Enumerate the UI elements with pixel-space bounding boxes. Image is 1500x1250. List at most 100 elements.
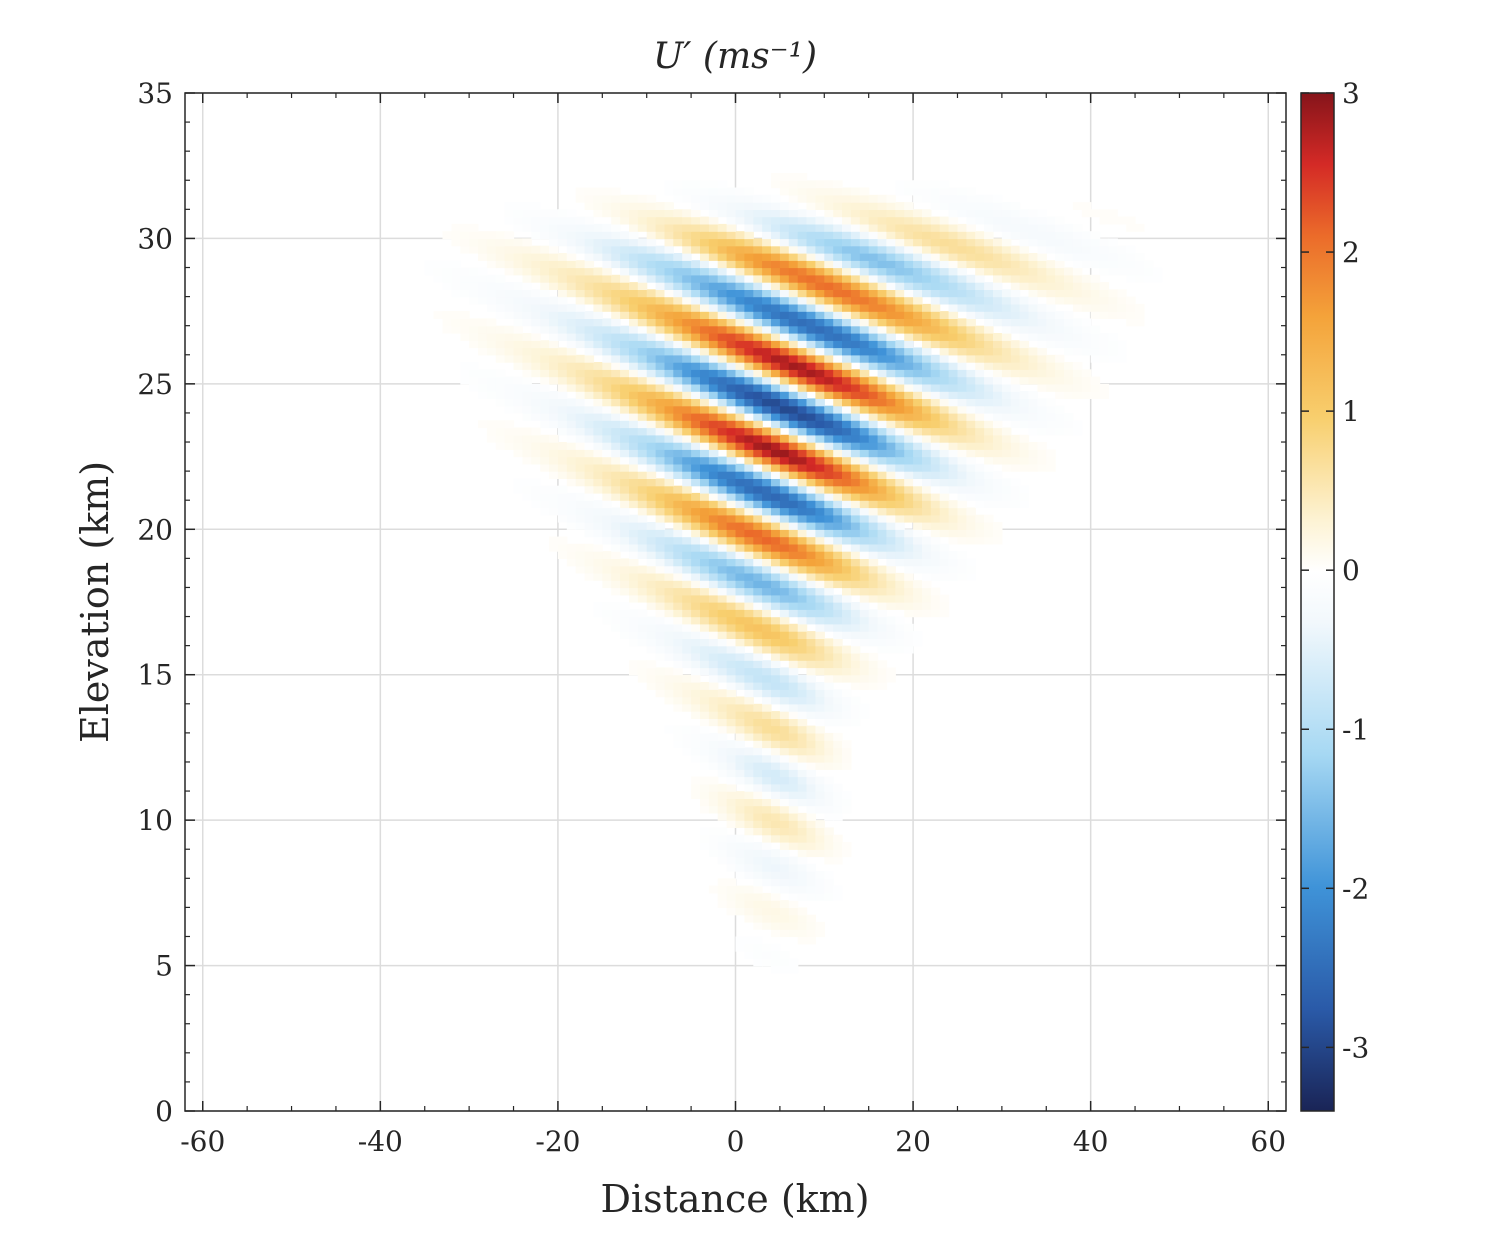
field-cell bbox=[824, 791, 834, 799]
field-cell bbox=[744, 485, 754, 494]
field-cell bbox=[566, 303, 577, 312]
field-cell bbox=[655, 325, 666, 334]
field-cell bbox=[682, 631, 692, 639]
field-cell bbox=[833, 478, 843, 487]
field-cell bbox=[842, 485, 852, 494]
field-cell bbox=[495, 311, 506, 319]
field-cell bbox=[664, 318, 674, 327]
field-cell bbox=[673, 412, 683, 421]
field-cell bbox=[797, 827, 808, 836]
field-cell bbox=[726, 820, 737, 828]
field-cell bbox=[717, 703, 728, 712]
field-cell bbox=[1126, 245, 1136, 254]
field-cell bbox=[922, 274, 932, 283]
field-cell bbox=[833, 602, 843, 610]
field-cell bbox=[744, 769, 754, 778]
field-cell bbox=[682, 274, 692, 283]
field-cell bbox=[877, 427, 888, 436]
field-cell bbox=[984, 231, 994, 240]
field-cell bbox=[1019, 333, 1030, 341]
field-cell bbox=[495, 340, 506, 349]
field-cell bbox=[744, 936, 754, 945]
field-cell bbox=[984, 318, 994, 327]
field-cell bbox=[584, 362, 595, 370]
field-cell bbox=[904, 543, 914, 552]
field-cell bbox=[460, 369, 470, 378]
field-cell bbox=[1010, 478, 1021, 487]
field-cell bbox=[797, 318, 808, 327]
field-cell bbox=[842, 383, 852, 392]
field-cell bbox=[726, 798, 737, 807]
field-cell bbox=[779, 776, 790, 785]
field-cell bbox=[797, 849, 808, 858]
field-cell bbox=[478, 391, 488, 399]
field-cell bbox=[735, 427, 745, 436]
field-cell bbox=[460, 318, 470, 327]
field-cell bbox=[833, 471, 843, 479]
field-cell bbox=[629, 478, 639, 487]
field-cell bbox=[655, 558, 666, 567]
field-cell bbox=[993, 529, 1003, 538]
field-cell bbox=[948, 536, 959, 545]
field-cell bbox=[655, 383, 666, 392]
field-cell bbox=[877, 434, 888, 443]
field-cell bbox=[1064, 333, 1074, 341]
field-cell bbox=[877, 194, 888, 203]
field-cell bbox=[939, 398, 950, 407]
field-cell bbox=[788, 863, 799, 872]
field-cell bbox=[797, 296, 808, 305]
field-cell bbox=[975, 340, 985, 349]
field-cell bbox=[1019, 442, 1030, 450]
field-cell bbox=[655, 572, 666, 581]
field-cell bbox=[806, 514, 816, 523]
field-cell bbox=[708, 609, 719, 618]
field-cell bbox=[779, 187, 790, 196]
field-cell bbox=[522, 398, 532, 407]
field-cell bbox=[948, 282, 959, 290]
field-cell bbox=[744, 478, 754, 487]
field-cell bbox=[842, 587, 852, 596]
field-cell bbox=[788, 333, 799, 341]
field-cell bbox=[1001, 340, 1012, 349]
field-cell bbox=[717, 798, 728, 807]
field-cell bbox=[664, 725, 674, 734]
field-cell bbox=[824, 223, 834, 232]
field-cell bbox=[779, 391, 790, 399]
field-cell bbox=[611, 325, 621, 334]
field-cell bbox=[1010, 267, 1021, 276]
field-cell bbox=[762, 907, 772, 916]
field-cell bbox=[655, 289, 666, 298]
field-cell bbox=[1010, 449, 1021, 458]
field-cell bbox=[1019, 245, 1030, 254]
field-cell bbox=[726, 463, 737, 472]
field-cell bbox=[939, 180, 950, 189]
field-cell bbox=[753, 434, 763, 443]
field-cell bbox=[691, 623, 701, 632]
field-cell bbox=[966, 223, 976, 232]
field-cell bbox=[753, 471, 763, 479]
field-cell bbox=[788, 798, 799, 807]
field-cell bbox=[664, 354, 674, 363]
field-cell bbox=[850, 478, 861, 487]
field-cell bbox=[779, 442, 790, 450]
field-cell bbox=[779, 652, 790, 661]
field-cell bbox=[868, 587, 879, 596]
field-cell bbox=[726, 427, 737, 436]
field-cell bbox=[779, 587, 790, 596]
field-cell bbox=[735, 296, 745, 305]
field-cell bbox=[1064, 376, 1074, 385]
field-cell bbox=[700, 267, 710, 276]
field-cell bbox=[833, 536, 843, 545]
field-cell bbox=[824, 674, 834, 683]
field-cell bbox=[922, 347, 932, 356]
field-cell bbox=[593, 245, 603, 254]
field-cell bbox=[771, 776, 781, 785]
field-cell bbox=[620, 427, 630, 436]
field-cell bbox=[842, 274, 852, 283]
field-cell bbox=[797, 871, 808, 879]
field-cell bbox=[815, 522, 825, 530]
field-cell bbox=[850, 711, 861, 719]
field-cell bbox=[930, 383, 941, 392]
field-cell bbox=[1108, 333, 1118, 341]
field-cell bbox=[513, 318, 523, 327]
